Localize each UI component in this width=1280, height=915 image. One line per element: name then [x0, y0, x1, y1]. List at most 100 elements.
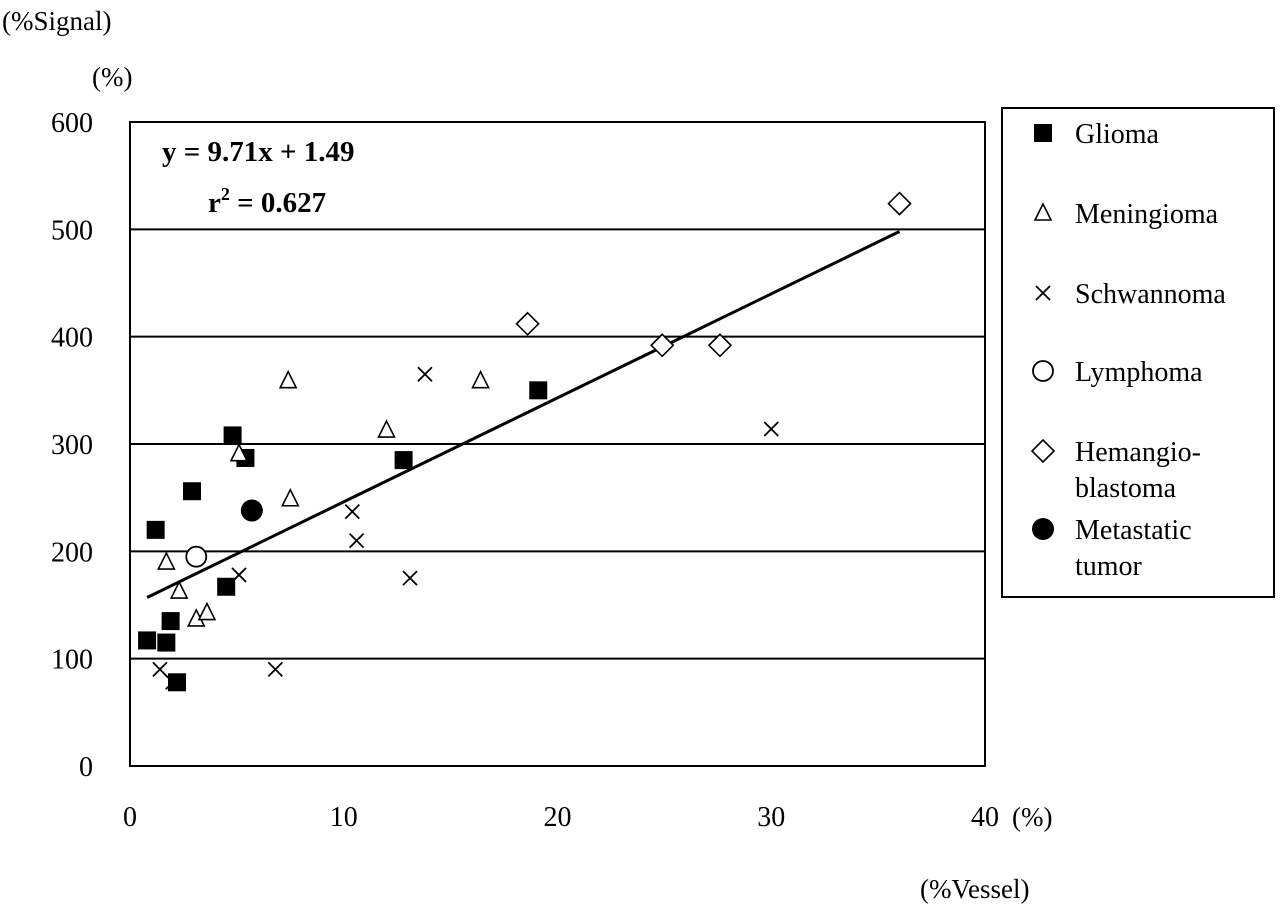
regression-line-group — [146, 230, 901, 599]
legend-marker — [1033, 202, 1053, 221]
y-tick-labels: 0 100 200 300 400 500 600 — [51, 108, 93, 783]
y-axis-title: (%Signal) — [2, 6, 111, 36]
regression-equation: y = 9.71x + 1.49 — [162, 136, 355, 168]
legend-marker — [1034, 124, 1052, 142]
schwannoma-marker — [402, 570, 418, 586]
legend-label-line: Metastatic — [1075, 515, 1192, 546]
meningioma-marker — [157, 551, 176, 570]
data-point — [223, 426, 242, 445]
legend-marker — [1030, 438, 1056, 464]
hemangioblastoma-marker — [707, 333, 733, 358]
data-point — [348, 532, 365, 549]
x-tick-label: 0 — [123, 802, 137, 833]
hemangioblastoma-marker — [515, 311, 540, 336]
x-tick-label: 30 — [757, 802, 785, 833]
x-axis-title: (%Vessel) — [920, 874, 1029, 904]
schwannoma-marker — [344, 503, 360, 520]
meningioma-marker — [229, 442, 249, 462]
data-point — [185, 545, 208, 568]
data-point — [529, 381, 548, 400]
meningioma-marker — [377, 419, 396, 438]
data-point — [168, 673, 187, 692]
legend-label-line: tumor — [1075, 551, 1143, 582]
data-points — [138, 191, 912, 692]
legend-label: Lymphoma — [1075, 357, 1203, 388]
data-point — [887, 191, 912, 216]
legend-label: Glioma — [1075, 119, 1160, 150]
schwannoma-marker — [1035, 285, 1051, 301]
r-squared-value: = 0.627 — [230, 187, 326, 219]
legend-label-line: Schwannoma — [1075, 279, 1226, 310]
data-point — [157, 551, 176, 570]
glioma-marker — [217, 577, 236, 596]
data-point — [229, 442, 249, 462]
legend-box — [1001, 107, 1275, 598]
data-point — [344, 503, 360, 520]
metastatic-marker — [240, 499, 263, 522]
y-axis-unit: (%) — [92, 62, 132, 92]
y-tick-label: 600 — [51, 108, 93, 139]
legend-label: Hemangio-blastoma — [1075, 437, 1201, 504]
data-point — [471, 369, 490, 389]
schwannoma-marker — [152, 661, 168, 678]
hemangioblastoma-marker — [650, 333, 675, 358]
data-point — [240, 499, 263, 522]
lymphoma-marker — [1032, 360, 1054, 382]
legend-label-line: blastoma — [1075, 473, 1177, 504]
x-tick-label: 40 — [971, 802, 999, 833]
data-point — [763, 421, 779, 437]
meningioma-marker — [471, 369, 490, 389]
y-tick-label: 200 — [51, 537, 93, 568]
legend-label-line: Glioma — [1075, 119, 1160, 150]
gridlines — [130, 228, 985, 660]
data-point — [650, 333, 675, 358]
hemangioblastoma-marker — [1030, 438, 1056, 464]
meningioma-marker — [281, 487, 300, 507]
data-point — [217, 577, 236, 596]
lymphoma-marker — [185, 545, 208, 568]
y-tick-label: 400 — [51, 323, 93, 354]
glioma-marker — [146, 520, 165, 539]
legend-label-line: Meningioma — [1075, 199, 1219, 230]
legend-marker — [1032, 360, 1054, 382]
legend: Glioma Meningioma Schwannoma Lymphoma Hemang… — [1030, 119, 1226, 582]
metastatic-marker — [1032, 518, 1054, 540]
data-point — [152, 661, 168, 678]
x-tick-labels: 0 10 20 30 40 — [123, 802, 999, 833]
glioma-marker — [157, 633, 176, 652]
data-point — [402, 570, 418, 586]
meningioma-marker — [169, 580, 189, 599]
regression-line — [146, 230, 901, 599]
glioma-marker — [223, 426, 242, 445]
glioma-marker — [161, 612, 180, 631]
legend-label-line: Hemangio- — [1075, 437, 1201, 468]
schwannoma-marker — [165, 674, 181, 690]
data-point — [515, 311, 540, 336]
y-tick-label: 500 — [51, 215, 93, 246]
x-tick-label: 10 — [330, 802, 358, 833]
schwannoma-marker — [417, 366, 433, 382]
data-point — [138, 631, 157, 650]
schwannoma-marker — [267, 661, 283, 678]
data-point — [278, 369, 298, 389]
data-point — [377, 419, 396, 438]
data-point — [165, 674, 181, 690]
meningioma-marker — [278, 369, 298, 389]
data-point — [146, 520, 165, 539]
y-tick-label: 300 — [51, 430, 93, 461]
glioma-marker — [394, 451, 413, 470]
y-tick-label: 100 — [51, 645, 93, 676]
legend-label-line: Lymphoma — [1075, 357, 1203, 388]
data-point — [161, 612, 180, 631]
legend-marker — [1035, 285, 1051, 301]
data-point — [182, 482, 201, 501]
glioma-marker — [1034, 124, 1052, 142]
glioma-marker — [138, 631, 157, 650]
legend-label: Schwannoma — [1075, 279, 1226, 310]
data-point — [394, 451, 413, 470]
data-point — [197, 601, 217, 621]
data-point — [231, 567, 247, 583]
meningioma-marker — [197, 601, 217, 621]
data-point — [157, 633, 176, 652]
